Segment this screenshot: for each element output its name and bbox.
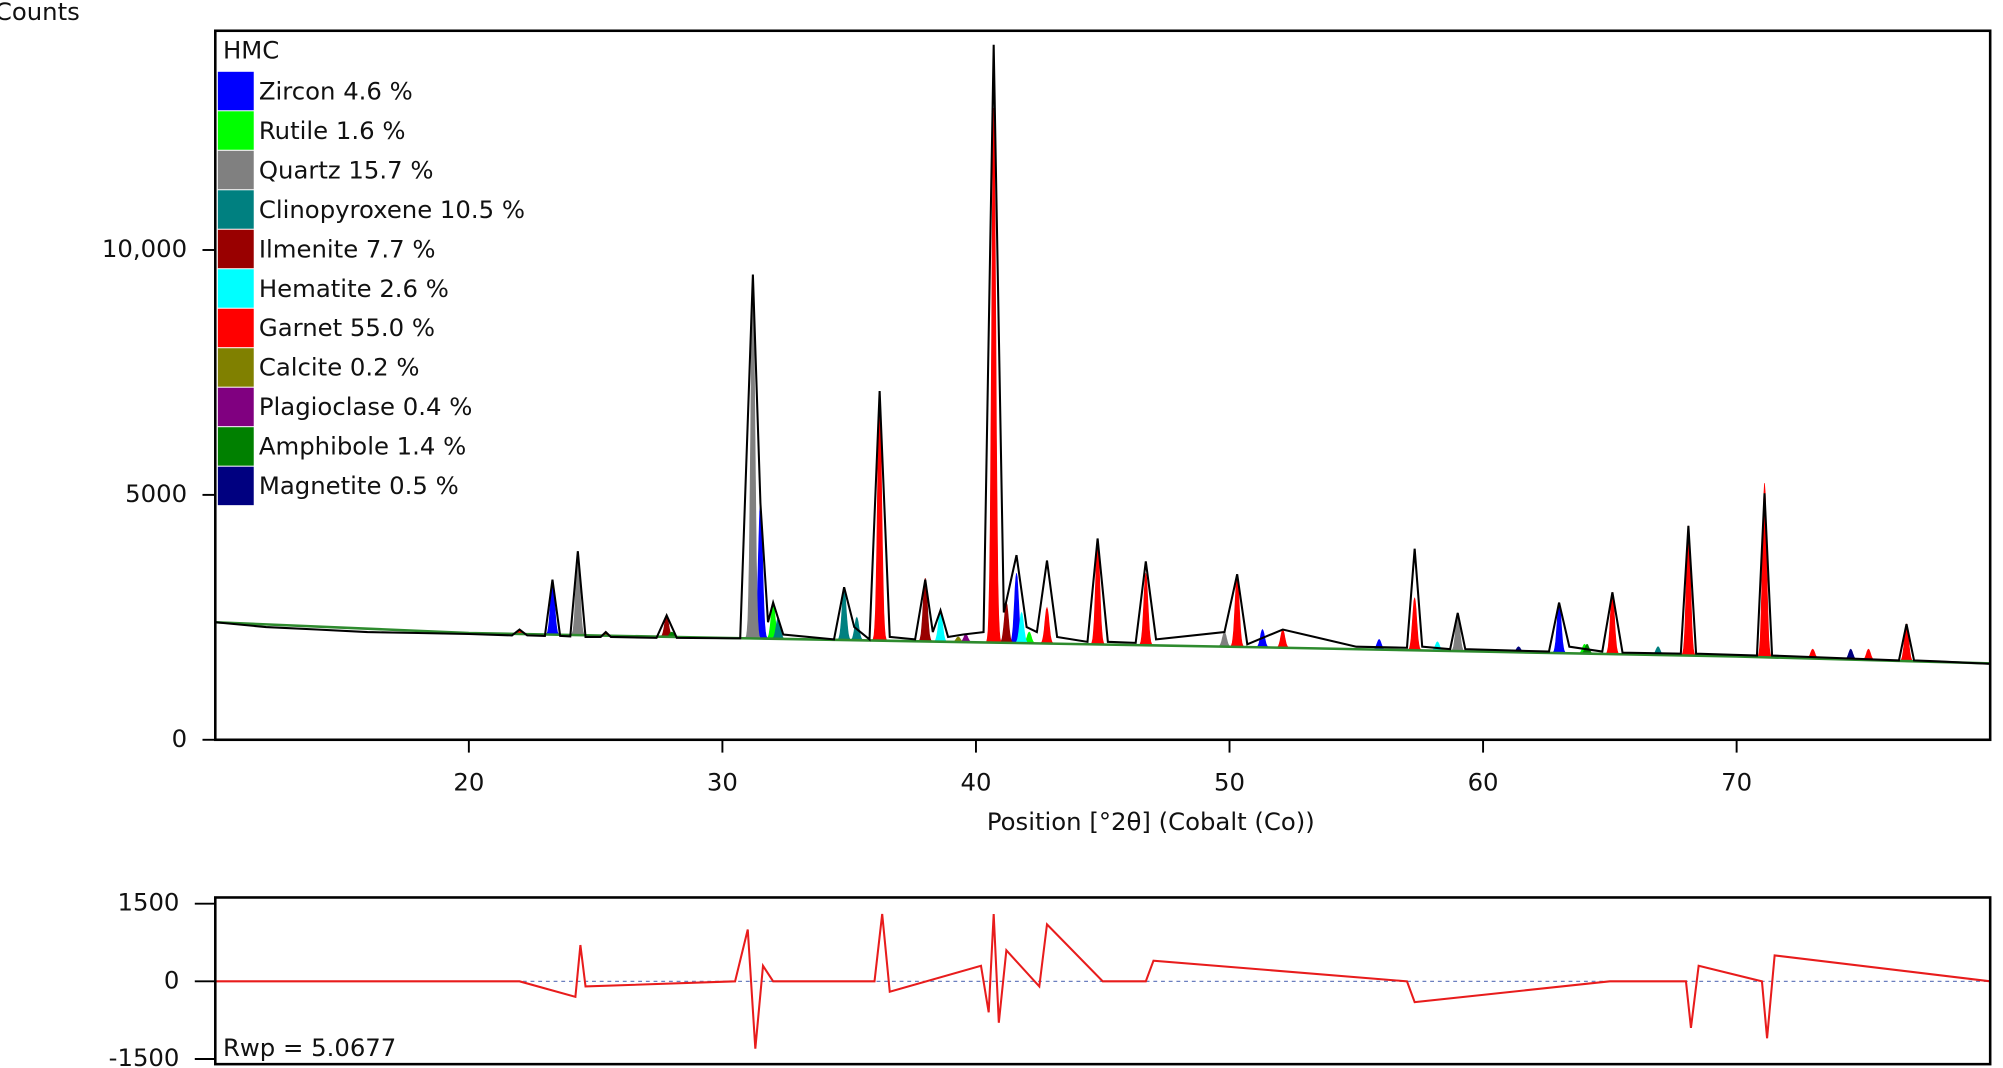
- legend-swatch: [217, 466, 254, 506]
- phase-peak: [545, 579, 560, 635]
- legend-label: Amphibole 1.4 %: [259, 432, 466, 461]
- legend-label: Calcite 0.2 %: [259, 353, 420, 382]
- x-tick-label: 20: [453, 767, 484, 796]
- plot-frame: [214, 29, 1992, 742]
- y-axis-label: Counts: [0, 0, 80, 26]
- legend-title: HMC: [223, 35, 279, 64]
- x-tick-label: 60: [1468, 767, 1499, 796]
- observed-line: [215, 44, 1991, 665]
- x-tick-label: 30: [707, 767, 738, 796]
- y-tick-label: 0: [172, 724, 187, 753]
- y-tick-label: 10,000: [102, 234, 187, 263]
- annotation: Rwp = 5.0677: [223, 1033, 396, 1062]
- phase-peak: [986, 107, 1002, 643]
- legend-swatch: [217, 269, 254, 308]
- legend-swatch: [217, 348, 254, 387]
- legend-label: Rutile 1.6 %: [259, 116, 406, 145]
- background-line: [215, 620, 1991, 665]
- legend-label: Garnet 55.0 %: [259, 313, 435, 342]
- legend-label: Clinopyroxene 10.5 %: [259, 195, 525, 224]
- y-tick-label: 5000: [125, 479, 187, 508]
- y-tick-label: 1500: [117, 888, 179, 917]
- legend-swatch: [217, 308, 254, 348]
- legend-label: Hematite 2.6 %: [259, 274, 449, 303]
- phase-peak: [570, 551, 586, 636]
- legend-label: Plagioclase 0.4 %: [259, 392, 472, 421]
- phase-peak: [1681, 525, 1696, 656]
- legend-label: Quartz 15.7 %: [259, 155, 434, 184]
- x-tick-label: 40: [960, 767, 991, 796]
- difference-line: [215, 913, 1991, 1049]
- phase-peak: [1039, 606, 1055, 644]
- phase-peak: [1899, 623, 1914, 662]
- legend-swatch: [217, 111, 254, 150]
- legend-swatch: [217, 150, 254, 190]
- phase-peak: [1216, 631, 1232, 647]
- y-tick-label: 0: [164, 965, 179, 994]
- plot-frame: [214, 896, 1992, 1066]
- legend-swatch: [217, 427, 254, 466]
- legend-swatch: [217, 190, 254, 229]
- x-axis-label: Position [°2θ] (Cobalt (Co)): [987, 807, 1315, 836]
- y-tick-label: -1500: [109, 1043, 180, 1068]
- phase-peak: [999, 601, 1014, 644]
- x-tick-label: 50: [1214, 767, 1245, 796]
- legend-swatch: [217, 71, 254, 111]
- legend-label: Magnetite 0.5 %: [259, 471, 459, 500]
- legend-label: Ilmenite 7.7 %: [259, 234, 436, 263]
- x-tick-label: 70: [1721, 767, 1752, 796]
- legend-swatch: [217, 229, 254, 269]
- legend-label: Zircon 4.6 %: [259, 76, 413, 105]
- legend-swatch: [217, 387, 254, 427]
